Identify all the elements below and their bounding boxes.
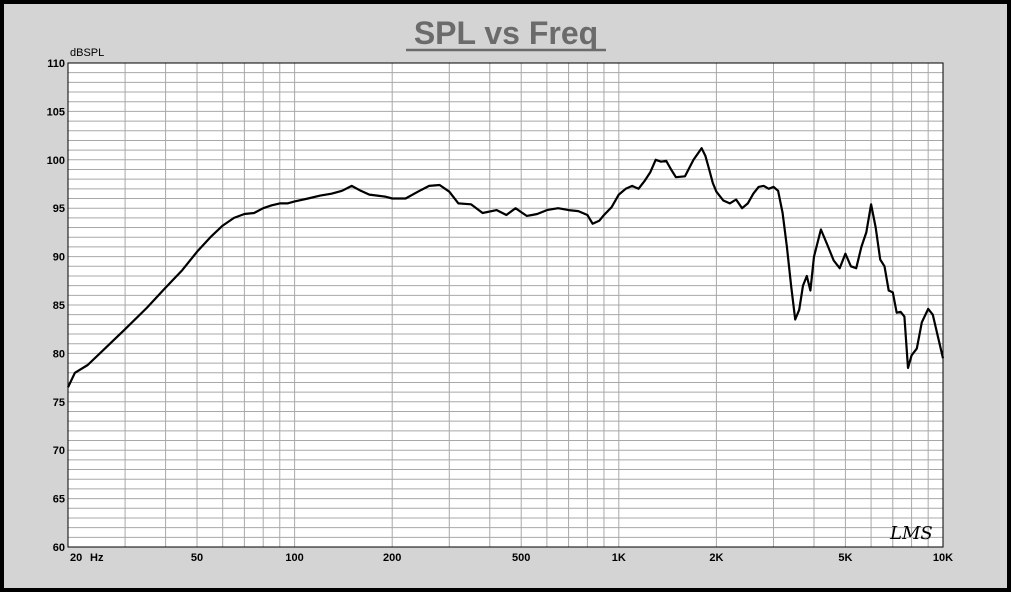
x-tick-label: 10K xyxy=(933,552,953,564)
x-tick-label: 100 xyxy=(285,552,303,564)
y-tick-label: 100 xyxy=(47,155,65,167)
y-tick-labels: 60 65 70 75 80 85 90 95 100 105 110 xyxy=(47,58,65,554)
x-tick-label: 1K xyxy=(612,552,626,564)
chart-title: SPL vs Freq xyxy=(414,15,598,51)
x-tick-labels: 20 50 100 200 500 1K 2K 5K 10K xyxy=(70,552,953,564)
spl-curve xyxy=(67,147,945,388)
spl-chart: SPL vs Freq dBSPL 60 65 70 75 80 85 90 95 100 105… xyxy=(47,15,954,564)
y-tick-label: 95 xyxy=(53,203,65,215)
grid-lines xyxy=(67,62,944,548)
x-tick-label: 2K xyxy=(709,552,723,564)
lms-watermark: LMS xyxy=(889,523,933,544)
x-tick-label: 5K xyxy=(838,552,852,564)
y-tick-label: 85 xyxy=(53,300,65,312)
y-tick-label: 60 xyxy=(53,542,65,554)
x-tick-label: 200 xyxy=(383,552,401,564)
x-tick-label: 50 xyxy=(191,552,203,564)
x-tick-label: 20 xyxy=(70,552,82,564)
y-tick-label: 110 xyxy=(47,58,65,70)
y-tick-label: 70 xyxy=(53,445,65,457)
x-tick-label: 500 xyxy=(512,552,530,564)
chart-frame: SPL vs Freq dBSPL 60 65 70 75 80 85 90 95 100 105… xyxy=(4,4,1007,588)
y-tick-label: 80 xyxy=(53,348,65,360)
y-axis-label: dBSPL xyxy=(70,47,104,59)
plot-border xyxy=(67,62,944,548)
y-tick-label: 90 xyxy=(53,252,65,264)
x-axis-unit-label: Hz xyxy=(90,552,104,564)
y-tick-label: 105 xyxy=(47,106,65,118)
y-tick-label: 75 xyxy=(53,397,65,409)
y-tick-label: 65 xyxy=(53,494,65,506)
